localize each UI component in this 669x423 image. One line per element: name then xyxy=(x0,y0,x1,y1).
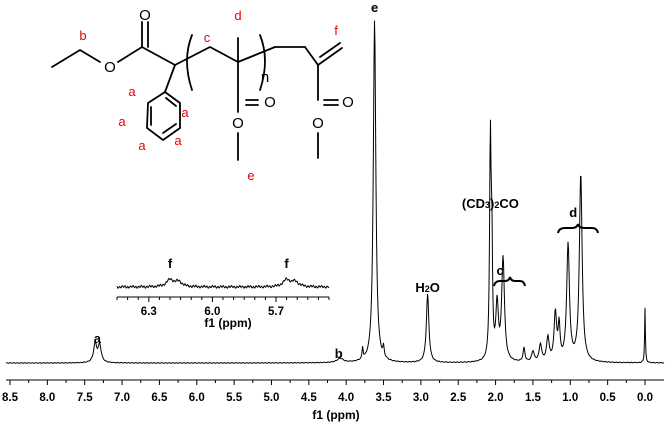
atom-o-methoxy-1: O xyxy=(232,115,244,132)
atom-o-ester: O xyxy=(104,59,116,76)
d-bracket xyxy=(557,223,599,234)
x-tick-label: 3.0 xyxy=(413,392,429,404)
x-tick-label: 6.0 xyxy=(189,392,205,404)
inset-x-tick-label: 5.7 xyxy=(268,306,284,318)
inset-trace xyxy=(116,277,330,289)
c-bracket xyxy=(493,276,526,287)
x-tick-label: 1.5 xyxy=(525,392,542,404)
inset-peak-label: f xyxy=(168,256,173,271)
label-a-1: a xyxy=(128,84,136,99)
x-tick-label: 7.5 xyxy=(77,392,94,404)
label-e: e xyxy=(247,168,254,183)
spectrum-trace xyxy=(5,20,665,364)
x-tick-label: 1.0 xyxy=(562,392,578,404)
label-d: d xyxy=(234,8,241,23)
peak-label: b xyxy=(335,346,343,361)
inset-x-axis-label: f1 (ppm) xyxy=(204,316,251,330)
peak-label: d xyxy=(569,205,577,220)
peak-labels: a b e H2O (CD3)2CO c d xyxy=(94,0,578,361)
peak-label: a xyxy=(94,331,102,346)
x-tick-label: 4.5 xyxy=(301,392,318,404)
inset-peak-label: f xyxy=(284,256,289,271)
label-c: c xyxy=(204,30,211,45)
label-f: f xyxy=(334,23,338,38)
x-tick-label: 2.5 xyxy=(450,392,467,404)
inset-x-tick-label: 6.3 xyxy=(141,306,157,318)
x-tick-label: 2.0 xyxy=(488,392,504,404)
x-tick-label: 7.0 xyxy=(114,392,130,404)
repeat-n: n xyxy=(261,69,269,86)
x-tick-label: 0.5 xyxy=(600,392,617,404)
atom-o-carbonyl-1: O xyxy=(139,7,151,24)
x-tick-label: 5.0 xyxy=(263,392,279,404)
spectrum xyxy=(5,20,665,364)
chemical-structure: O O O O O O b c d e f n a a xyxy=(51,7,354,183)
x-tick-label: 3.5 xyxy=(376,392,393,404)
peak-label: H2O xyxy=(415,280,440,295)
atom-o-methoxy-2: O xyxy=(312,115,324,132)
x-tick-label: 8.5 xyxy=(2,392,19,404)
label-b: b xyxy=(79,28,86,43)
x-tick-label: 0.0 xyxy=(637,392,653,404)
label-a-4: a xyxy=(174,133,182,148)
x-ticks: 8.5 8.0 7.5 7.0 6.5 6.0 5.5 5.0 4.5 4.0 3.5 3.0 2.5 2… xyxy=(2,380,653,404)
atom-o-carbonyl-3: O xyxy=(342,94,354,111)
x-tick-label: 5.5 xyxy=(226,392,243,404)
x-tick-label: 4.0 xyxy=(338,392,354,404)
peak-label: c xyxy=(496,263,503,278)
x-axis-label: f1 (ppm) xyxy=(312,408,359,422)
peak-label: (CD3)2CO xyxy=(462,196,519,211)
label-a-5: a xyxy=(181,105,189,120)
x-tick-label: 6.5 xyxy=(151,392,168,404)
peak-label: e xyxy=(371,0,378,15)
x-tick-label: 8.0 xyxy=(39,392,55,404)
inset-trace-line xyxy=(116,277,330,289)
label-a-2: a xyxy=(118,114,126,129)
label-a-3: a xyxy=(138,138,146,153)
atom-o-carbonyl-2: O xyxy=(264,94,276,111)
inset-x-tick-label: 6.0 xyxy=(204,306,220,318)
inset-ticks: 6.3 6.0 5.7 xyxy=(116,297,330,318)
